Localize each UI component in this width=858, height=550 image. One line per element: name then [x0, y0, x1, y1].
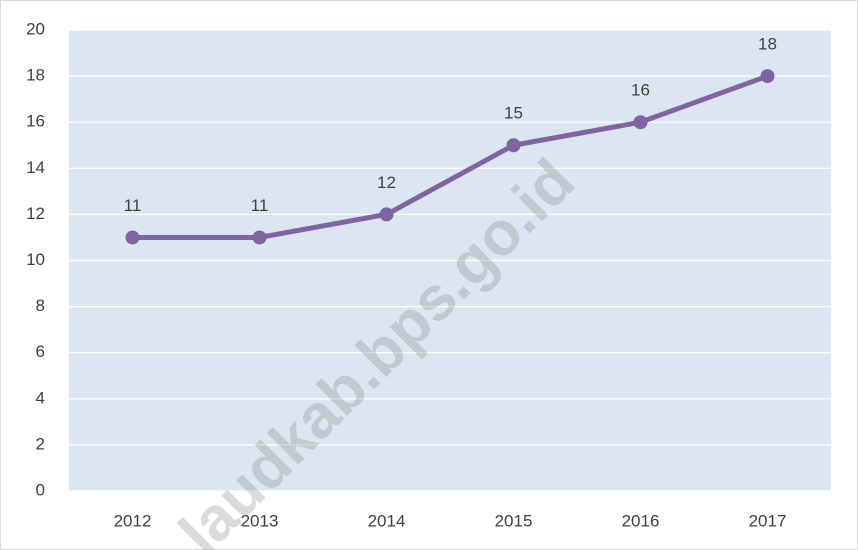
point — [379, 207, 394, 222]
x-tick-label: 2015 — [495, 511, 533, 530]
y-tick-label: 12 — [26, 204, 45, 223]
point — [760, 69, 775, 84]
data-label: 11 — [124, 196, 142, 215]
data-label: 15 — [504, 104, 523, 123]
data-label: 16 — [631, 81, 650, 100]
y-tick-label: 10 — [26, 250, 45, 269]
x-tick-label: 2014 — [368, 511, 406, 530]
y-tick-label: 16 — [26, 112, 45, 131]
y-tick-label: 20 — [26, 19, 45, 38]
x-tick-label: 2012 — [114, 511, 152, 530]
y-tick-label: 6 — [36, 342, 45, 361]
x-tick-label: 2016 — [622, 511, 660, 530]
point — [125, 230, 140, 245]
line — [132, 73, 769, 240]
y-tick-label: 18 — [26, 66, 45, 85]
y-tick-label: 0 — [36, 480, 45, 499]
data-label: 12 — [377, 173, 396, 192]
point — [252, 230, 267, 245]
y-tick-label: 8 — [36, 296, 45, 315]
point — [506, 138, 521, 153]
y-tick-label: 4 — [36, 388, 45, 407]
y-tick-label: 2 — [36, 434, 45, 453]
point — [633, 115, 648, 130]
data-label: 11 — [251, 196, 269, 215]
x-tick-label: 2017 — [749, 511, 787, 530]
data-label: 18 — [758, 35, 777, 54]
y-tick-label: 14 — [26, 158, 45, 177]
x-tick-label: 2013 — [241, 511, 279, 530]
